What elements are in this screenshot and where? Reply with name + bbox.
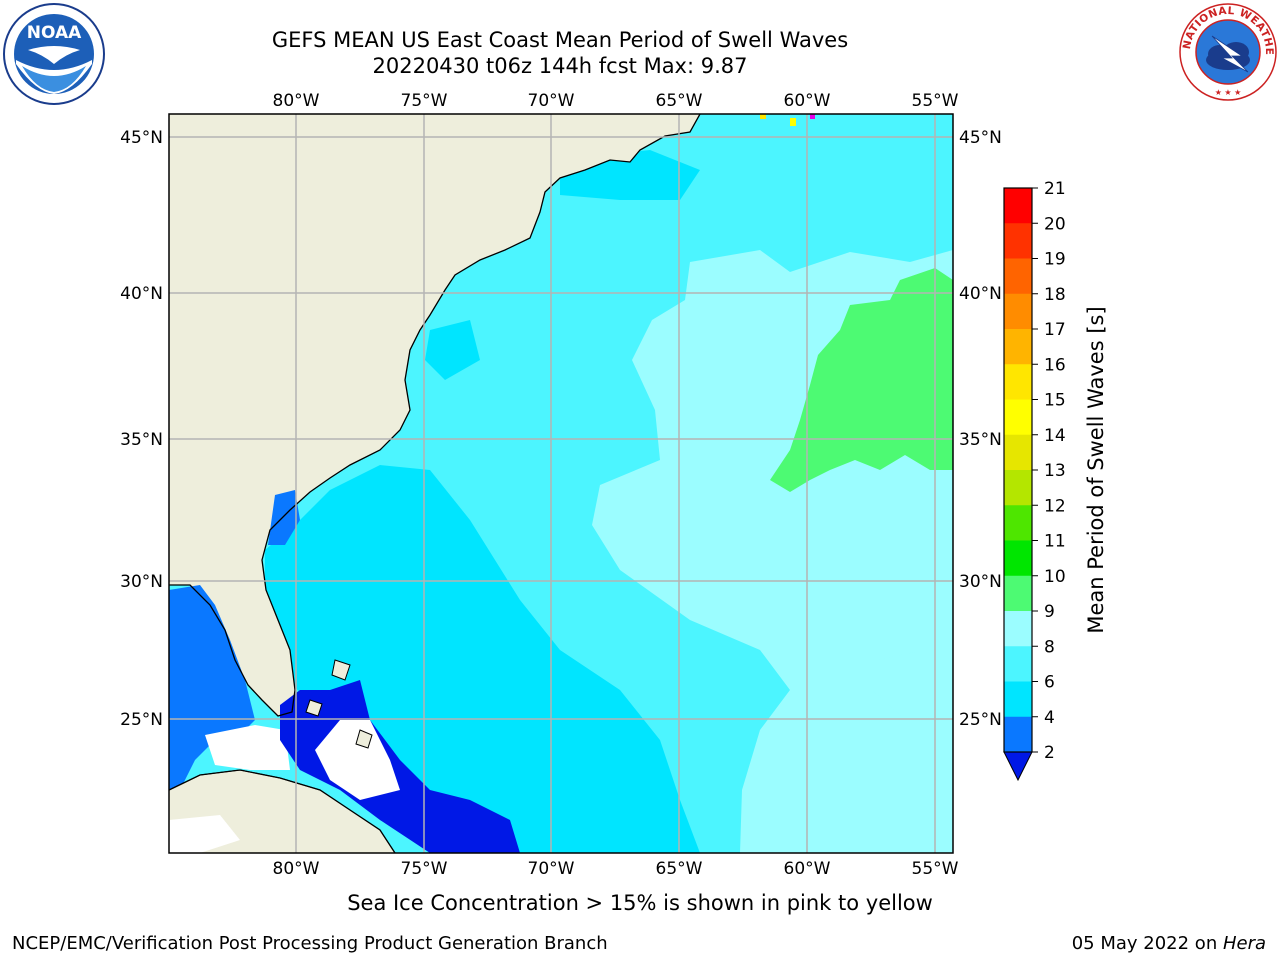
noaa-logo-text: NOAA [27, 23, 82, 43]
colorbar-tick-label: 6 [1044, 673, 1055, 693]
colorbar-segment [1004, 575, 1032, 612]
lat-label-right: 25°N [959, 710, 1002, 730]
chart-title: GEFS MEAN US East Coast Mean Period of S… [271, 28, 849, 52]
colorbar-segment [1004, 716, 1032, 753]
bahamas-island [355, 729, 373, 749]
nws-logo: NATIONAL WEATHER SERVICE ★ ★ ★ [1178, 2, 1277, 101]
no-data-area [169, 815, 240, 853]
colorbar-segment [1004, 434, 1032, 471]
lat-labels-left: 45°N 40°N 35°N 30°N 25°N [120, 128, 163, 730]
bahamas-island [305, 699, 323, 717]
lat-label-left: 25°N [120, 710, 163, 730]
colorbar-segment [1004, 646, 1032, 682]
period-6-8-patch [425, 320, 480, 380]
colorbar-tick-label: 15 [1044, 391, 1066, 411]
colorbar-tick-label: 2 [1044, 743, 1055, 763]
colorbar-tick-label: 17 [1044, 320, 1066, 340]
colorbar-tick-label: 4 [1044, 708, 1055, 728]
graticule [169, 114, 953, 853]
colorbar-tick-label: 20 [1044, 214, 1066, 234]
period-2-4-patch [268, 490, 300, 545]
lat-labels-right: 45°N 40°N 35°N 30°N 25°N [959, 128, 1002, 730]
colorbar-label: Mean Period of Swell Waves [s] [1084, 306, 1108, 634]
lon-label-top: 75°W [401, 91, 448, 111]
lon-labels-top: 80°W 75°W 70°W 65°W 60°W 55°W [273, 91, 959, 111]
colorbar-segment [1004, 540, 1032, 577]
lon-label-bottom: 55°W [912, 859, 959, 879]
lon-label-top: 70°W [528, 91, 575, 111]
lon-label-top: 65°W [656, 91, 703, 111]
colorbar: 2 4 6 8 9 10 11 12 13 14 15 16 17 18 19 20 21 [1003, 179, 1066, 782]
period-8-9-patch [872, 650, 953, 720]
lon-label-bottom: 75°W [401, 859, 448, 879]
colorbar-tick-label: 12 [1044, 496, 1066, 516]
period-9-10-region [770, 268, 953, 492]
colorbar-segment [1004, 364, 1032, 400]
colorbar-tick-label: 14 [1044, 426, 1066, 446]
footer-org: NCEP/EMC/Verification Post Processing Pr… [12, 933, 608, 954]
no-data-area [315, 720, 400, 800]
lat-label-left: 40°N [120, 284, 163, 304]
colorbar-under-triangle [1003, 751, 1033, 782]
svg-text:★ ★ ★: ★ ★ ★ [1215, 88, 1242, 97]
lat-label-right: 35°N [959, 430, 1002, 450]
colorbar-segment [1004, 223, 1032, 259]
lon-label-bottom: 60°W [784, 859, 831, 879]
lat-label-left: 45°N [120, 128, 163, 148]
map-frame [168, 113, 954, 854]
coastline-cuba [169, 769, 396, 853]
colorbar-segment [1004, 258, 1032, 295]
no-data-area [205, 725, 290, 770]
period-2-4-patch [169, 585, 255, 790]
lon-label-bottom: 70°W [528, 859, 575, 879]
colorbar-tick-label: 11 [1044, 532, 1066, 552]
colorbar-segment [1004, 293, 1032, 330]
lon-label-top: 55°W [912, 91, 959, 111]
footer-date-text: 05 May 2022 on [1071, 933, 1223, 954]
colorbar-segment [1004, 188, 1032, 224]
colorbar-tick-label: 8 [1044, 637, 1055, 657]
lat-label-left: 30°N [120, 572, 163, 592]
colorbar-segment [1004, 470, 1032, 506]
lat-label-left: 35°N [120, 430, 163, 450]
colorbar-tick-label: 9 [1044, 602, 1055, 622]
colorbar-tick-label: 10 [1044, 567, 1066, 587]
colorbar-tick-label: 16 [1044, 355, 1066, 375]
colorbar-tick-label: 13 [1044, 461, 1066, 481]
bahamas-island [331, 659, 351, 681]
lat-label-right: 40°N [959, 284, 1002, 304]
lon-label-bottom: 80°W [273, 859, 320, 879]
lon-label-top: 60°W [784, 91, 831, 111]
colorbar-tick-label: 21 [1044, 179, 1066, 199]
colorbar-tick-label: 18 [1044, 285, 1066, 305]
footer-date: 05 May 2022 on Hera [1072, 933, 1266, 954]
footer-machine: Hera [1222, 933, 1266, 954]
colorbar-segment [1004, 611, 1032, 647]
coastline [169, 114, 701, 717]
lat-label-right: 30°N [959, 572, 1002, 592]
lat-label-right: 45°N [959, 128, 1002, 148]
chart-subtitle: 20220430 t06z 144h fcst Max: 9.87 [372, 54, 748, 78]
colorbar-segment [1004, 399, 1032, 436]
map-panel [169, 114, 953, 853]
lon-label-top: 80°W [273, 91, 320, 111]
sea-ice-note: Sea Ice Concentration > 15% is shown in … [347, 891, 933, 915]
colorbar-segment [1004, 505, 1032, 541]
noaa-logo: NOAA [3, 3, 105, 105]
land-north-america [169, 114, 700, 716]
sea-ice-pink [810, 114, 815, 119]
colorbar-segment [1004, 681, 1032, 718]
lon-labels-bottom: 80°W 75°W 70°W 65°W 60°W 55°W [273, 859, 959, 879]
sea-ice-yellow [790, 118, 796, 126]
colorbar-segment [1004, 329, 1032, 365]
lon-label-bottom: 65°W [656, 859, 703, 879]
colorbar-tick-label: 19 [1044, 250, 1066, 270]
sea-ice-yellow [760, 114, 766, 119]
